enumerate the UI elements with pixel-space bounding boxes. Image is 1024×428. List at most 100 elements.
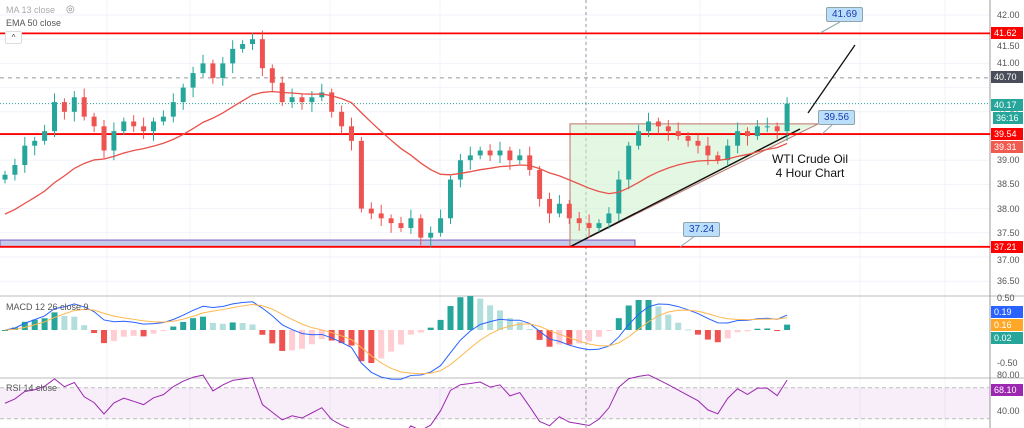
candle-body [42,131,48,141]
candle-body [200,63,206,74]
macd-histogram-bar [358,330,365,362]
candle-body [32,140,38,146]
candle-body [210,63,216,78]
macd-histogram-bar [427,327,434,330]
price-callout[interactable]: 37.24 [683,222,721,237]
candle-body [566,203,572,219]
candle-body [2,174,8,180]
macd-indicator-label[interactable]: MACD 12 26 close 9 [6,302,89,312]
macd-histogram-bar [625,305,632,330]
candle-body [250,39,255,45]
candle-body [388,218,394,224]
macd-histogram-bar [200,316,206,330]
candle-body [517,155,523,161]
macd-histogram-bar [2,330,8,331]
macd-histogram-bar [774,330,781,331]
candle-body [131,121,137,127]
eye-hidden-icon[interactable]: ◎ [66,4,75,15]
candle-body [428,232,434,238]
macd-histogram-bar [180,321,187,330]
candle-body [537,169,543,199]
macd-histogram-bar [516,322,523,330]
candle-body [339,111,345,127]
projection-arrow-line [807,44,856,114]
candle-body [269,68,275,83]
candle-body [299,97,305,103]
price-callout[interactable]: 41.69 [826,7,864,22]
candle-body [646,121,651,132]
candle-body [695,140,701,146]
candle-body [457,160,463,180]
macd-histogram-bar [556,330,563,345]
rsi-tick-label: 40.00 [997,406,1020,416]
candle-body [289,97,295,103]
macd-histogram-bar [536,330,543,340]
candle-body [180,87,186,103]
macd-histogram-bar [51,312,58,330]
rsi-indicator-label[interactable]: RSI 14 close [6,383,58,393]
candle-countdown-badge: 36:16 [993,112,1023,124]
macd-histogram-bar [11,327,18,330]
macd-histogram-bar [506,318,513,330]
candle-body [725,145,731,161]
candle-body [616,179,622,214]
candle-body [626,145,632,180]
macd-histogram-bar [665,314,672,330]
macd-histogram-bar [635,300,642,330]
macd-badge: 0.19 [991,306,1023,318]
ema-line [4,90,788,215]
candle-body [141,126,147,132]
macd-histogram-bar [279,330,286,351]
candle-body [418,218,424,238]
candle-body [497,150,503,156]
macd-histogram-bar [338,330,345,344]
macd-histogram-bar [61,315,68,330]
candle-body [764,126,770,128]
macd-histogram-bar [497,310,503,330]
macd-histogram-bar [704,330,711,340]
candle-body [52,102,57,132]
chart-subtitle: 4 Hour Chart [775,166,845,180]
ema-indicator-label[interactable]: EMA 50 close [6,18,62,28]
macd-histogram-bar [259,330,266,335]
candle-body [358,140,364,209]
candle-body [715,155,721,161]
candle-body [408,218,414,228]
macd-histogram-bar [91,330,98,334]
candle-body [22,145,28,166]
macd-histogram-bar [388,330,395,352]
macd-histogram-bar [229,322,236,330]
price-tick-label: 39.00 [997,155,1020,165]
macd-histogram-bar [764,328,771,330]
price-callout[interactable]: 39.56 [818,110,856,125]
candle-body [665,126,671,132]
candle-body [259,39,265,69]
candle-body [477,150,483,156]
candle-body [240,44,246,49]
ma-indicator-label[interactable]: MA 13 close [6,5,56,15]
macd-histogram-bar [447,306,454,330]
candle-body [111,131,117,151]
macd-histogram-bar [734,330,741,333]
macd-histogram-bar [526,329,533,331]
macd-histogram-bar [695,330,701,335]
macd-histogram-bar [407,330,414,335]
macd-histogram-bar [328,330,335,341]
candle-body [487,150,493,156]
histogram-badge: 0.02 [991,332,1023,344]
macd-histogram-bar [101,330,107,344]
macd-histogram-bar [130,330,137,336]
macd-histogram-bar [140,330,147,337]
candle-body [438,218,444,233]
candle-body [705,145,711,156]
price-badge-resistance: 41.62 [991,27,1023,39]
collapse-chevron-icon[interactable]: ^ [5,31,22,44]
macd-histogram-bar [120,330,127,337]
macd-histogram-bar [398,330,404,345]
macd-histogram-bar [457,297,464,330]
signal-badge: 0.16 [991,319,1023,331]
macd-histogram-bar [209,322,216,330]
callout-pointer [821,123,834,135]
ascending-triangle [569,123,819,248]
